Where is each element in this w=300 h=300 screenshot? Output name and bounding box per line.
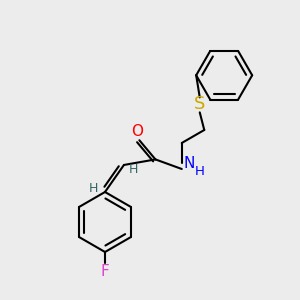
- Text: N: N: [183, 157, 194, 172]
- Text: F: F: [100, 265, 109, 280]
- Text: H: H: [129, 164, 139, 176]
- Text: H: H: [195, 166, 205, 178]
- Text: H: H: [88, 182, 98, 194]
- Text: O: O: [131, 124, 143, 139]
- Text: S: S: [194, 95, 206, 113]
